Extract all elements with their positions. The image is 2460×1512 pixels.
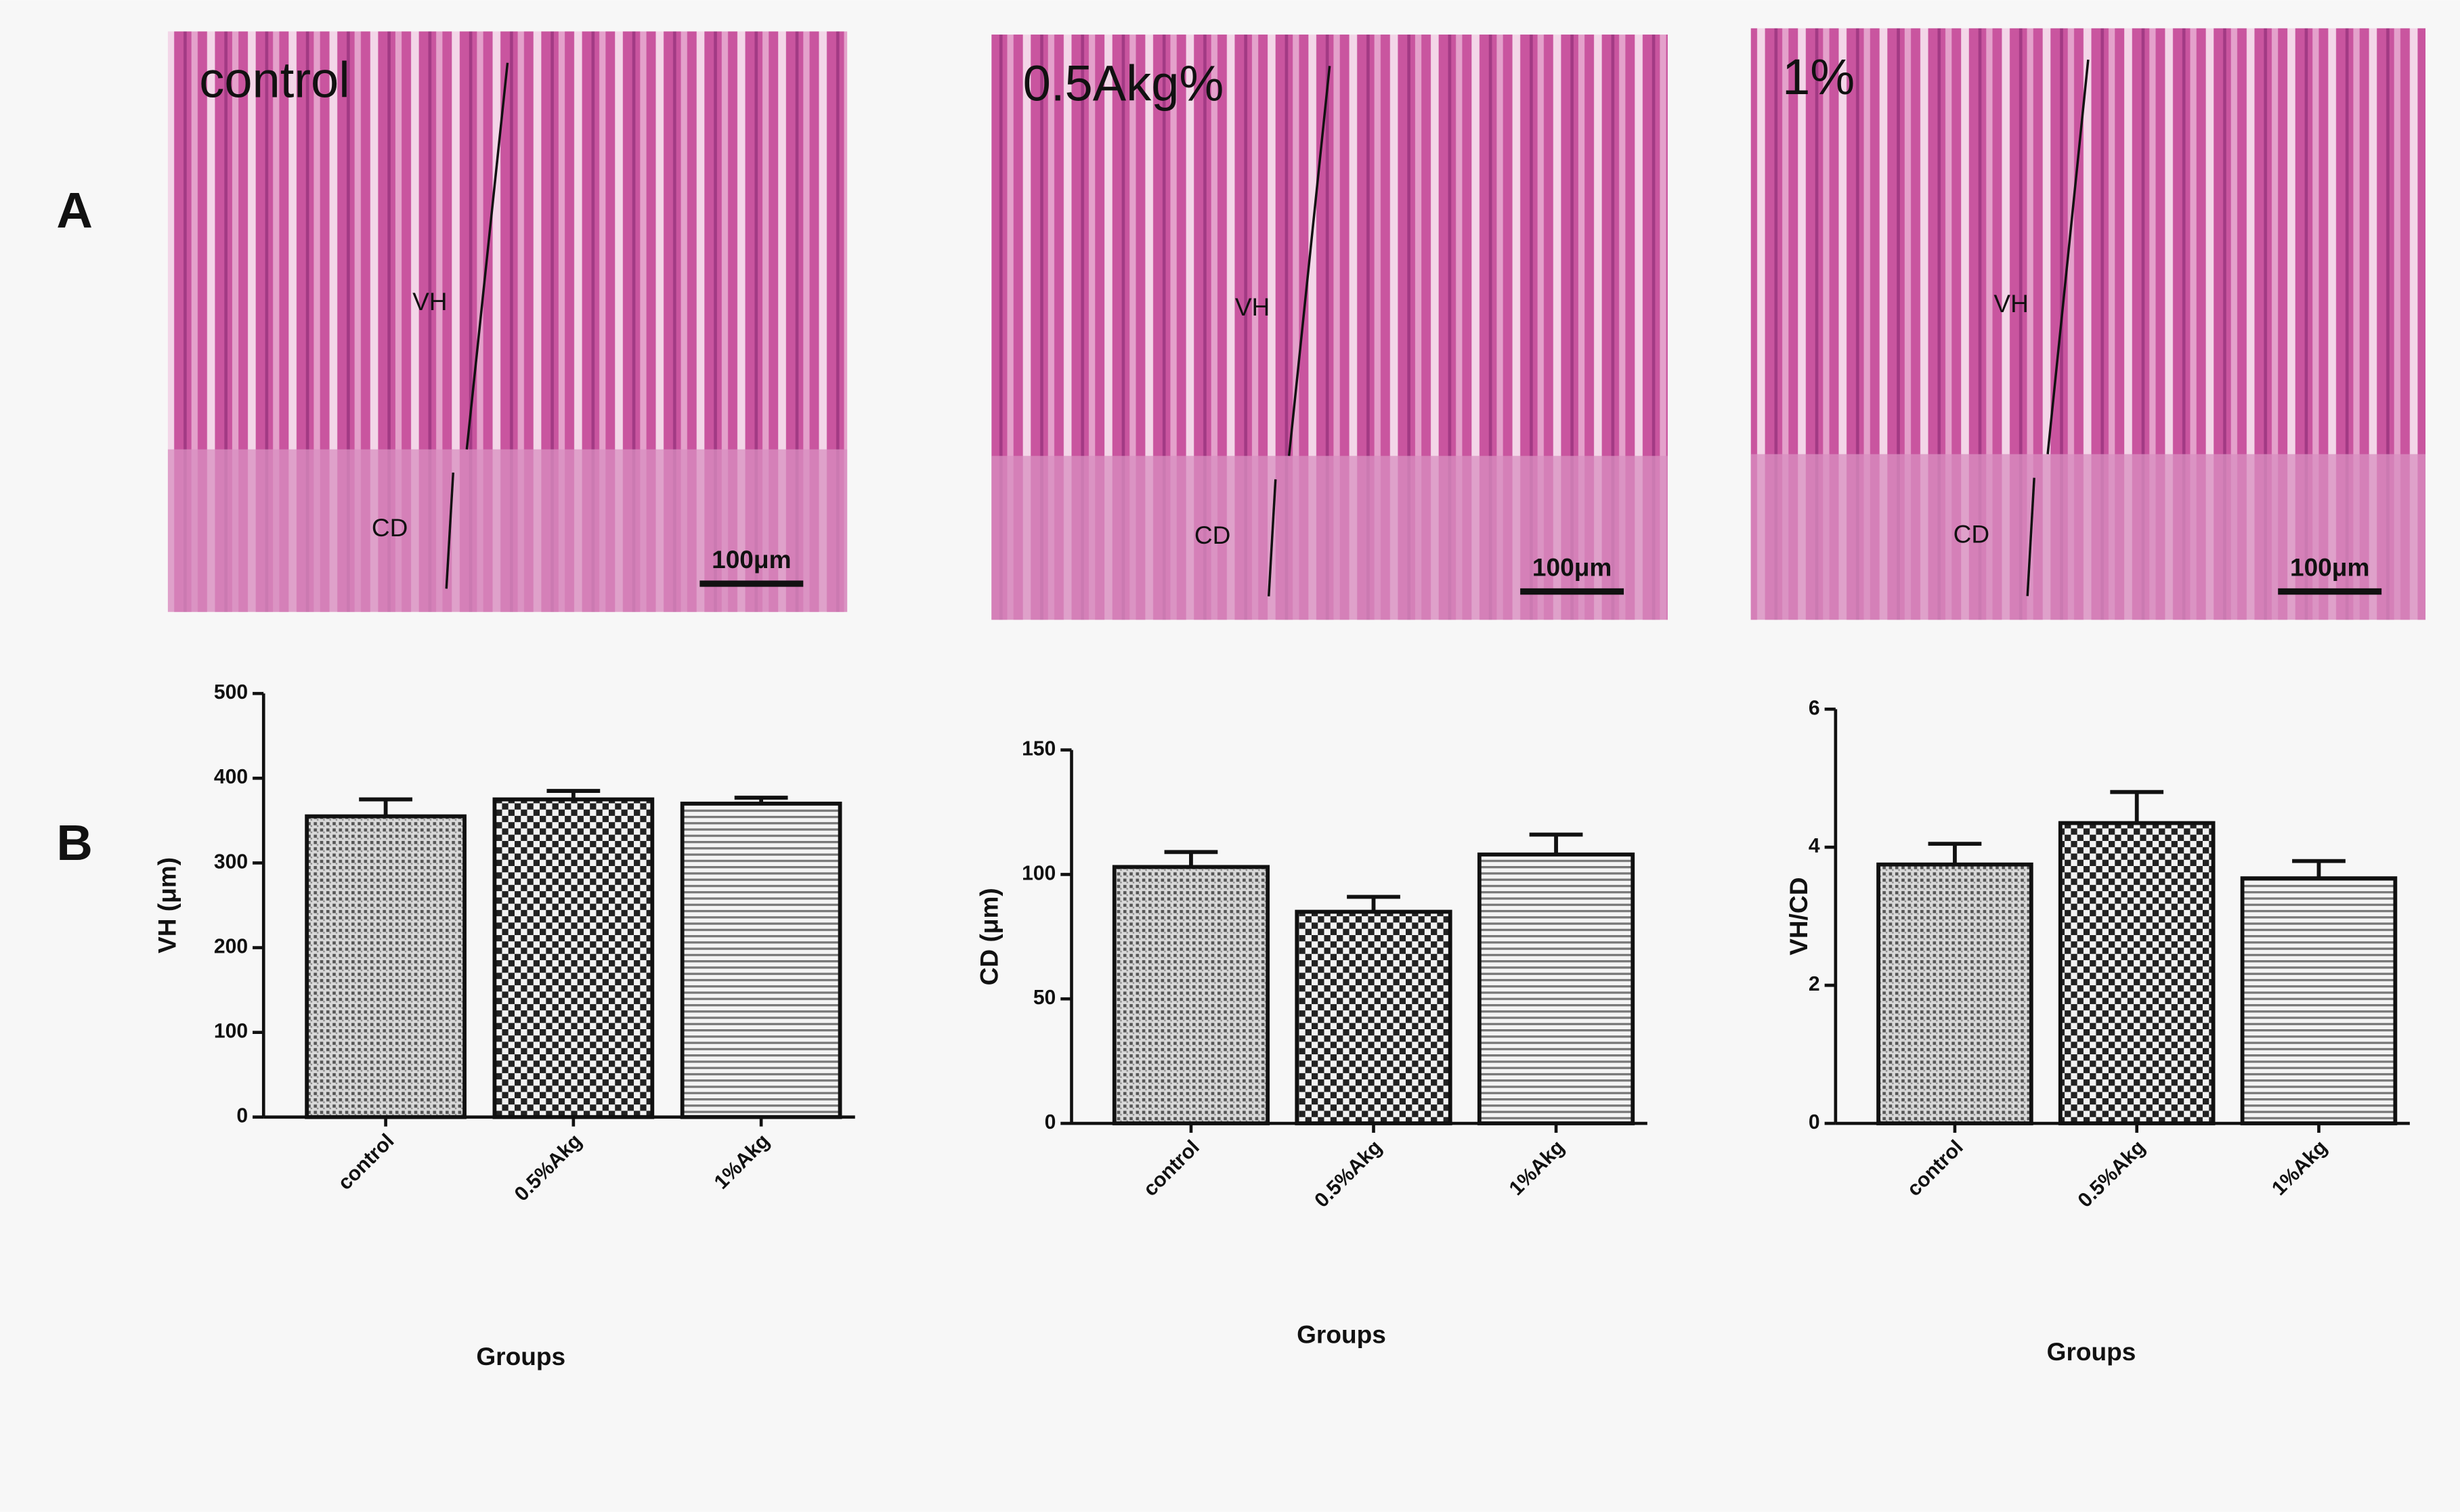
y-axis-label: VH/CD — [1784, 878, 1813, 955]
micrograph-label: control — [199, 52, 349, 108]
vh-line — [2046, 59, 2090, 454]
cd-line — [2026, 477, 2035, 597]
vh-line — [465, 62, 509, 450]
scale-label: 100μm — [1532, 553, 1612, 581]
y-tick-label: 400 — [214, 766, 248, 788]
x-axis-label: Groups — [1297, 1320, 1386, 1348]
y-tick-label: 6 — [1809, 697, 1820, 719]
bar — [680, 801, 842, 1119]
y-tick-label: 500 — [214, 681, 248, 704]
micrograph-base — [167, 449, 848, 612]
micrograph-label: 0.5Akg% — [1023, 55, 1224, 111]
bar — [305, 814, 467, 1119]
micrograph-base — [991, 456, 1668, 620]
bar — [2240, 876, 2398, 1125]
panel-label: B — [56, 815, 93, 871]
vh-label: VH — [412, 287, 448, 316]
cd-line — [1268, 479, 1277, 597]
bar — [1295, 909, 1452, 1125]
y-tick-label: 2 — [1809, 973, 1820, 995]
scale-label: 100μm — [2290, 553, 2369, 581]
micrograph-label: 1% — [1782, 49, 1855, 105]
y-tick-label: 50 — [1033, 987, 1056, 1009]
cd-label: CD — [1954, 520, 1990, 548]
y-tick-label: 0 — [1809, 1111, 1820, 1133]
bar — [492, 797, 655, 1119]
y-tick-label: 300 — [214, 850, 248, 873]
x-axis-label: Groups — [476, 1342, 565, 1370]
y-tick-label: 150 — [1022, 738, 1056, 760]
cd-line — [445, 472, 455, 589]
scale-label: 100μm — [712, 545, 791, 574]
y-tick-label: 100 — [1022, 862, 1056, 884]
vh-line — [1287, 66, 1331, 456]
bar — [1876, 862, 2033, 1125]
y-tick-label: 4 — [1809, 835, 1820, 857]
micrograph-row: control VH CD 100μm 0.5Akg% VH CD 100μm 1% VH CD 10… — [167, 28, 2426, 620]
y-axis-label: VH (μm) — [152, 857, 181, 953]
bar — [1112, 865, 1270, 1125]
bar — [2058, 821, 2216, 1125]
y-axis-label: CD (μm) — [975, 888, 1004, 985]
panel-label: A — [56, 182, 93, 238]
cd-label: CD — [1194, 521, 1231, 549]
y-tick-label: 0 — [1045, 1111, 1056, 1133]
y-tick-label: 200 — [214, 935, 248, 957]
x-axis-label: Groups — [2047, 1337, 2136, 1366]
y-tick-label: 0 — [236, 1105, 248, 1127]
vh-label: VH — [1235, 293, 1270, 321]
cd-label: CD — [372, 513, 408, 542]
vh-label: VH — [1993, 289, 2029, 318]
bar — [1477, 852, 1635, 1125]
micrograph-base — [1750, 454, 2426, 620]
y-tick-label: 100 — [214, 1020, 248, 1043]
